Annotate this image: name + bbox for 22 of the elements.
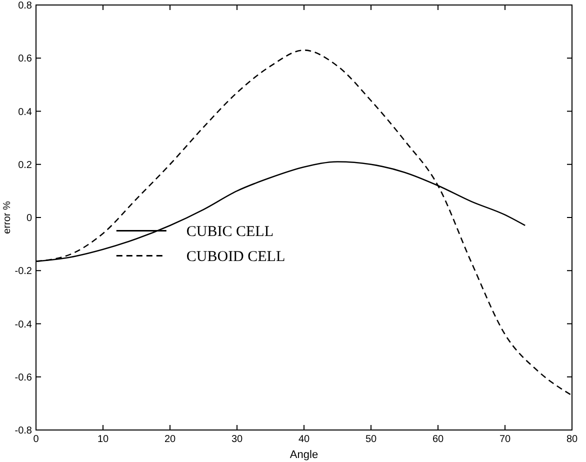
x-tick-label: 60 (432, 434, 444, 445)
y-tick-label: -0.8 (14, 426, 32, 436)
y-axis-title: error % (2, 201, 13, 234)
y-tick-label: 0 (26, 213, 32, 224)
x-tick-label: 30 (231, 434, 243, 445)
y-tick-label: -0.2 (14, 266, 32, 278)
legend-label: CUBIC CELL (186, 224, 274, 240)
y-tick-label: 0.6 (18, 54, 32, 65)
y-tick-label: 0.8 (18, 0, 32, 12)
x-tick-label: 10 (97, 434, 109, 445)
x-tick-label: 20 (164, 434, 176, 445)
x-tick-label: 50 (365, 434, 377, 445)
x-tick-label: 70 (499, 434, 511, 445)
x-tick-label: 0 (33, 434, 40, 445)
legend-label: CUBOID CELL (186, 248, 286, 265)
y-tick-label: 0.2 (18, 160, 32, 171)
y-tick-label: -0.4 (14, 319, 32, 330)
y-tick-label: 0.4 (18, 106, 32, 118)
x-tick-label: 80 (566, 434, 578, 445)
x-tick-label: 40 (298, 434, 310, 445)
x-axis-title: Angle (290, 449, 318, 461)
y-tick-label: -0.6 (14, 372, 32, 384)
